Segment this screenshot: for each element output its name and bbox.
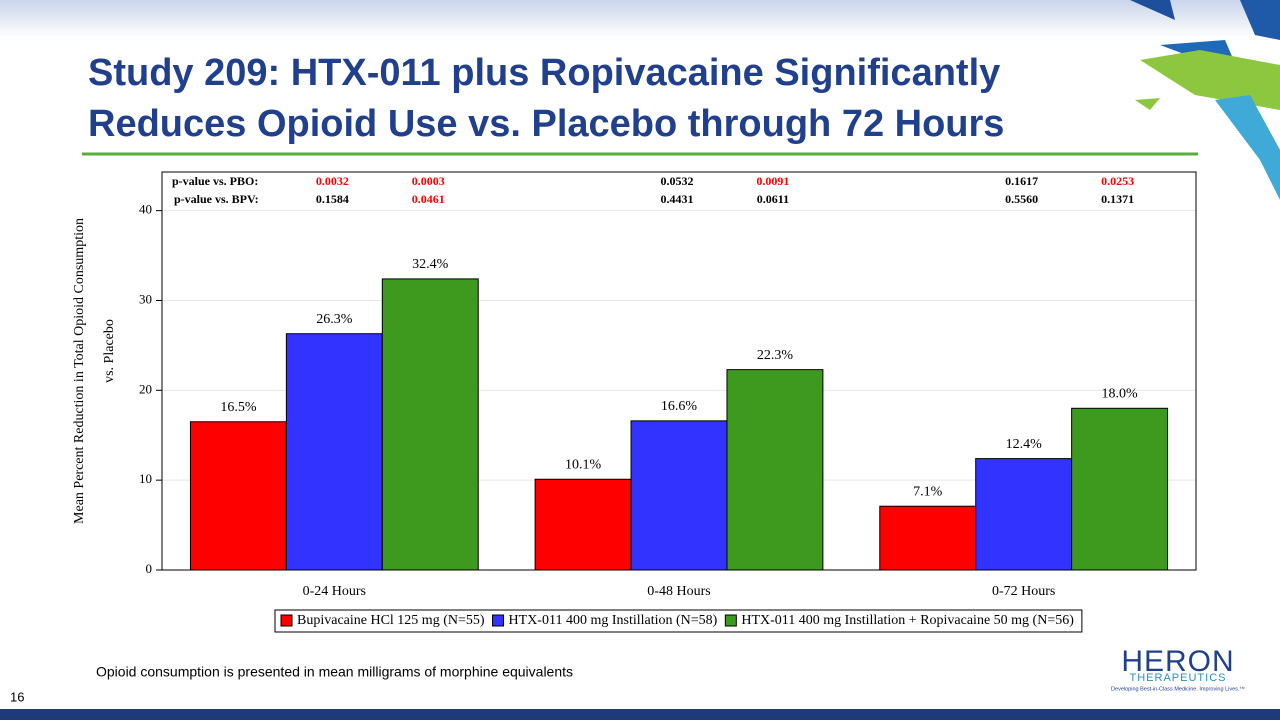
decor [1140,50,1280,110]
y-axis-label: vs. Placebo [102,319,117,383]
p-value: 0.0532 [661,174,694,188]
x-tick-label: 0-24 Hours [303,584,366,599]
value-label: 32.4% [412,257,449,272]
bar [534,478,632,571]
legend-swatch [280,614,293,627]
legend: Bupivacaine HCl 125 mg (N=55) HTX-011 400… [274,609,1083,633]
legend-swatch [724,614,737,627]
p-value: 0.0032 [316,174,349,188]
x-tick-label: 0-72 Hours [992,584,1055,599]
logo-name: HERON [1121,645,1234,678]
slide-title: Reduces Opioid Use vs. Placebo through 7… [88,103,1004,145]
bar [879,505,977,571]
p-value: 0.0003 [412,174,445,188]
top-band [0,0,1280,38]
p-value-label: p-value vs. BPV: [174,192,259,206]
slide-title: Study 209: HTX-011 plus Ropivacaine Sign… [88,52,1000,94]
bar [381,278,479,571]
y-tick-label: 0 [146,561,153,576]
bottom-band [0,709,1280,720]
value-label: 16.6% [661,399,698,414]
legend-label: Bupivacaine HCl 125 mg (N=55) [297,613,485,628]
y-tick-label: 10 [139,471,152,486]
p-value: 0.4431 [661,192,694,206]
decor [1135,98,1160,110]
p-value: 0.5560 [1005,192,1038,206]
p-value: 0.0091 [756,174,789,188]
value-label: 22.3% [757,348,794,363]
value-label: 16.5% [220,400,257,415]
bar [189,421,287,571]
bar [726,369,824,571]
p-value: 0.0461 [412,192,445,206]
p-value: 0.1371 [1101,192,1134,206]
decor [1215,95,1280,200]
legend-box [274,609,1083,633]
y-tick-label: 20 [139,381,152,396]
value-label: 18.0% [1102,387,1139,402]
bar [630,420,728,571]
value-label: 26.3% [316,312,353,327]
p-value: 0.0611 [757,192,789,206]
bar [285,333,383,571]
p-value: 0.1584 [316,192,349,206]
p-value: 0.1617 [1005,174,1038,188]
p-value-label: p-value vs. PBO: [172,174,258,188]
bar [1071,407,1169,571]
value-label: 12.4% [1006,437,1043,452]
logo-tagline: Developing Best-in-Class Medicine. Impro… [1111,686,1245,692]
footnote: Opioid consumption is presented in mean … [96,664,573,680]
legend-label: HTX-011 400 mg Instillation (N=58) [509,613,718,628]
bar [975,458,1073,571]
y-axis-label: Mean Percent Reduction in Total Opioid C… [72,218,87,524]
legend-swatch [492,614,505,627]
y-tick-label: 30 [139,291,152,306]
decor [1240,0,1280,40]
page-number: 16 [10,689,24,704]
value-label: 10.1% [565,457,602,472]
logo-sub: THERAPEUTICS [1130,672,1227,684]
x-tick-label: 0-48 Hours [647,584,710,599]
value-label: 7.1% [913,484,943,499]
chart: 0 10 20 30 40 Mean Percent Reduction in Total… [72,171,1197,633]
y-tick-label: 40 [139,202,152,217]
legend-label: HTX-011 400 mg Instillation + Ropivacain… [741,613,1074,628]
p-value: 0.0253 [1101,174,1134,188]
decor [1130,0,1175,20]
